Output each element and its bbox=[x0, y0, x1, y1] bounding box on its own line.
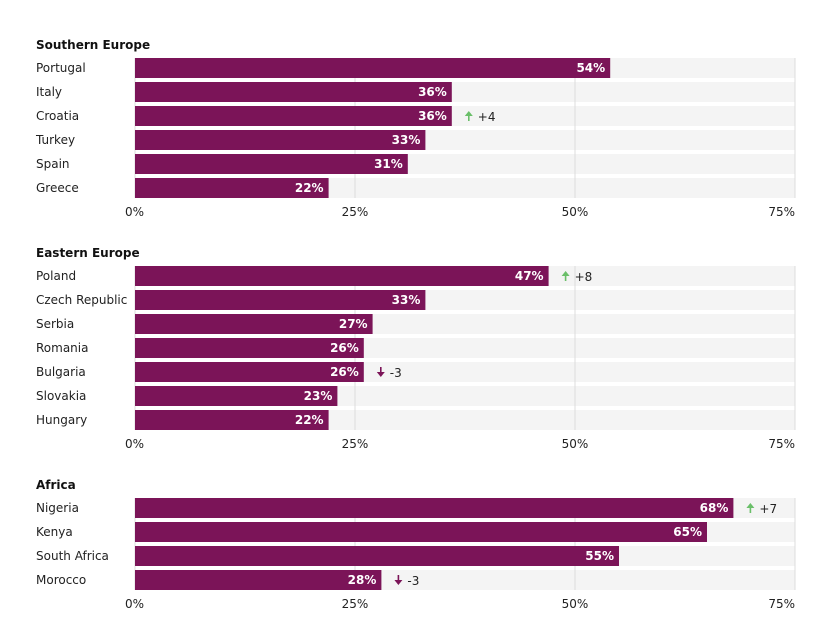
bar[interactable] bbox=[135, 386, 338, 406]
bar[interactable] bbox=[135, 362, 364, 382]
category-label: Italy bbox=[36, 85, 62, 99]
category-label: Nigeria bbox=[36, 501, 79, 515]
category-label: Greece bbox=[36, 181, 79, 195]
change-label: +7 bbox=[759, 502, 777, 516]
change-label: -3 bbox=[390, 366, 402, 380]
bar-value-label: 27% bbox=[339, 317, 368, 331]
category-label: Portugal bbox=[36, 61, 86, 75]
category-label: Slovakia bbox=[36, 389, 86, 403]
x-tick-label: 75% bbox=[768, 597, 795, 611]
x-tick-label: 25% bbox=[342, 205, 369, 219]
bar-value-label: 33% bbox=[392, 133, 421, 147]
arrow-head bbox=[376, 372, 385, 377]
x-tick-label: 0% bbox=[125, 205, 144, 219]
arrow-down-icon bbox=[376, 367, 385, 377]
category-label: Croatia bbox=[36, 109, 79, 123]
arrow-head bbox=[746, 503, 755, 508]
bar[interactable] bbox=[135, 266, 549, 286]
bar[interactable] bbox=[135, 178, 329, 198]
group-title: Africa bbox=[36, 478, 76, 492]
bar[interactable] bbox=[135, 130, 426, 150]
category-label: Serbia bbox=[36, 317, 74, 331]
arrow-head bbox=[394, 580, 403, 585]
category-label: Spain bbox=[36, 157, 70, 171]
chart-group-2: Africa Nigeria 68% +7 Kenya 65% South Africa 55… bbox=[36, 478, 796, 611]
x-tick-label: 50% bbox=[562, 597, 589, 611]
bar-value-label: 26% bbox=[330, 365, 359, 379]
category-label: South Africa bbox=[36, 549, 109, 563]
bar-value-label: 22% bbox=[295, 413, 324, 427]
bar-value-label: 54% bbox=[576, 61, 605, 75]
bar-value-label: 36% bbox=[418, 109, 447, 123]
change-label: +4 bbox=[478, 110, 496, 124]
category-label: Poland bbox=[36, 269, 76, 283]
bar-value-label: 22% bbox=[295, 181, 324, 195]
bar-value-label: 28% bbox=[348, 573, 377, 587]
bar-value-label: 33% bbox=[392, 293, 421, 307]
bar[interactable] bbox=[135, 290, 426, 310]
arrow-up-icon bbox=[746, 503, 755, 513]
x-tick-label: 25% bbox=[342, 437, 369, 451]
bar-value-label: 23% bbox=[304, 389, 333, 403]
x-tick-label: 75% bbox=[768, 437, 795, 451]
x-tick-label: 0% bbox=[125, 437, 144, 451]
x-tick-label: 0% bbox=[125, 597, 144, 611]
arrow-down-icon bbox=[394, 575, 403, 585]
category-label: Bulgaria bbox=[36, 365, 86, 379]
bar[interactable] bbox=[135, 338, 364, 358]
category-label: Romania bbox=[36, 341, 88, 355]
arrow-head bbox=[561, 271, 570, 276]
bar-value-label: 47% bbox=[515, 269, 544, 283]
bar[interactable] bbox=[135, 106, 452, 126]
change-label: -3 bbox=[407, 574, 419, 588]
bar[interactable] bbox=[135, 570, 382, 590]
bar[interactable] bbox=[135, 498, 734, 518]
x-tick-label: 50% bbox=[562, 205, 589, 219]
bar-value-label: 68% bbox=[700, 501, 729, 515]
category-label: Turkey bbox=[35, 133, 75, 147]
x-tick-label: 75% bbox=[768, 205, 795, 219]
x-tick-label: 50% bbox=[562, 437, 589, 451]
bar[interactable] bbox=[135, 522, 707, 542]
chart-group-0: Southern Europe Portugal 54% Italy 36% Croati… bbox=[35, 38, 796, 219]
bar-value-label: 55% bbox=[585, 549, 614, 563]
bar[interactable] bbox=[135, 546, 619, 566]
bar[interactable] bbox=[135, 82, 452, 102]
chart-group-1: Eastern Europe Poland 47% +8 Czech Republic 3… bbox=[36, 246, 796, 451]
bar[interactable] bbox=[135, 410, 329, 430]
arrow-head bbox=[464, 111, 473, 116]
arrow-up-icon bbox=[464, 111, 473, 121]
category-label: Morocco bbox=[36, 573, 86, 587]
bar-value-label: 36% bbox=[418, 85, 447, 99]
x-tick-label: 25% bbox=[342, 597, 369, 611]
bar-value-label: 31% bbox=[374, 157, 403, 171]
change-label: +8 bbox=[575, 270, 593, 284]
bar-value-label: 65% bbox=[673, 525, 702, 539]
category-label: Kenya bbox=[36, 525, 73, 539]
group-title: Southern Europe bbox=[36, 38, 150, 52]
category-label: Hungary bbox=[36, 413, 87, 427]
bar[interactable] bbox=[135, 58, 611, 78]
bar[interactable] bbox=[135, 314, 373, 334]
arrow-up-icon bbox=[561, 271, 570, 281]
category-label: Czech Republic bbox=[36, 293, 127, 307]
bar-value-label: 26% bbox=[330, 341, 359, 355]
group-title: Eastern Europe bbox=[36, 246, 140, 260]
bar[interactable] bbox=[135, 154, 408, 174]
